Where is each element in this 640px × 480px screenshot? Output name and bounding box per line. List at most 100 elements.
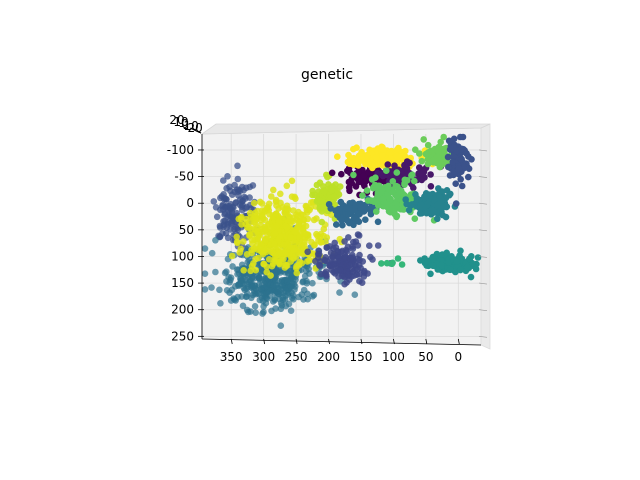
scatter-points xyxy=(201,133,482,330)
scatter-point xyxy=(434,215,441,223)
scatter-point xyxy=(472,265,480,273)
scatter-point xyxy=(282,287,290,295)
scatter-point xyxy=(223,224,231,231)
scatter-point xyxy=(389,178,397,185)
scatter-point xyxy=(346,262,353,269)
scatter-point xyxy=(282,276,289,284)
scatter-point xyxy=(453,258,461,265)
scatter-point xyxy=(350,171,357,179)
scatter-point xyxy=(273,222,281,230)
scatter-point xyxy=(234,175,242,183)
scatter-point xyxy=(281,269,289,276)
y-tick-mark-right xyxy=(478,256,488,258)
scatter-point xyxy=(304,258,311,265)
scatter-point xyxy=(252,309,259,317)
scatter-point xyxy=(424,160,432,168)
scatter-point xyxy=(271,240,278,248)
scatter-point xyxy=(331,193,338,200)
scatter-point xyxy=(344,167,351,175)
scatter-point xyxy=(287,307,295,315)
scatter-point xyxy=(223,287,231,294)
scatter-point xyxy=(240,238,247,245)
scatter-point xyxy=(283,223,291,231)
scatter-point xyxy=(368,197,375,204)
scatter-point xyxy=(450,135,458,143)
scatter-point xyxy=(227,205,234,212)
scatter-point xyxy=(318,203,326,211)
x-tick-mark xyxy=(393,338,395,345)
scatter-point xyxy=(233,238,241,246)
scatter-point xyxy=(348,160,355,168)
scatter-point xyxy=(391,162,398,169)
x-tick-label: 300 xyxy=(252,350,275,364)
scatter-point xyxy=(378,260,385,267)
scatter-point xyxy=(287,283,295,291)
scatter-point xyxy=(250,260,257,267)
scatter-point xyxy=(251,220,259,227)
scatter-point xyxy=(374,242,382,249)
scatter-point xyxy=(355,168,362,176)
scatter-point xyxy=(261,247,269,254)
y-tick-mark-right xyxy=(478,176,488,178)
scatter-point xyxy=(243,306,251,314)
scatter-point xyxy=(372,154,380,161)
scatter-point xyxy=(238,213,245,221)
scatter-point xyxy=(418,157,426,165)
scatter-point xyxy=(288,177,296,185)
scatter-point xyxy=(309,279,316,287)
scatter-point xyxy=(293,262,300,270)
scatter-point xyxy=(286,242,294,250)
scatter-point xyxy=(315,188,323,195)
scatter-point xyxy=(233,233,240,241)
y-tick-label: -50 xyxy=(174,170,194,184)
scatter-point xyxy=(254,235,262,243)
scatter-point xyxy=(320,187,328,195)
scatter-point xyxy=(383,259,391,267)
z-tick-label: 10 xyxy=(173,115,188,129)
scatter-point xyxy=(394,255,402,262)
scatter-point xyxy=(366,242,373,249)
scatter-point xyxy=(304,248,312,256)
scatter-point xyxy=(393,169,401,176)
side-pane xyxy=(480,123,491,350)
scatter-point xyxy=(445,163,452,171)
x-tick-label: 150 xyxy=(350,350,373,364)
scatter-point xyxy=(353,144,360,151)
scatter-point xyxy=(403,158,411,165)
x-tick-mark xyxy=(457,338,460,345)
scatter-point xyxy=(282,249,289,256)
scatter-point xyxy=(323,234,331,241)
scatter-point xyxy=(248,274,256,282)
scatter-point xyxy=(442,213,450,221)
scatter-point xyxy=(449,158,457,166)
scatter-point xyxy=(283,182,291,190)
scatter-point xyxy=(272,210,280,218)
scatter-point xyxy=(268,249,276,256)
scatter-point xyxy=(224,173,231,180)
scatter-point xyxy=(429,262,437,270)
scatter-point xyxy=(233,186,241,193)
scatter-point xyxy=(380,195,387,202)
scatter-point xyxy=(312,257,319,265)
scatter-point xyxy=(440,133,448,141)
scatter-point xyxy=(418,176,426,184)
scatter-point xyxy=(436,159,444,166)
scatter-point xyxy=(332,207,339,214)
scatter-point xyxy=(302,222,310,230)
scatter-point xyxy=(263,268,271,276)
scatter-point xyxy=(242,220,249,228)
scatter-point xyxy=(465,153,472,160)
scatter-point xyxy=(272,196,280,204)
z-tick-label: 0 xyxy=(181,117,189,131)
x-axis-line xyxy=(201,338,482,346)
scatter-point xyxy=(416,210,424,217)
scatter-point xyxy=(338,170,345,178)
x-tick-mark xyxy=(295,338,298,345)
scatter-point xyxy=(299,278,307,286)
scatter-point xyxy=(254,254,262,262)
scatter-point xyxy=(346,276,353,283)
scatter-point xyxy=(393,192,401,200)
scatter-point xyxy=(305,265,313,273)
y-tick-label: 0 xyxy=(186,196,194,210)
